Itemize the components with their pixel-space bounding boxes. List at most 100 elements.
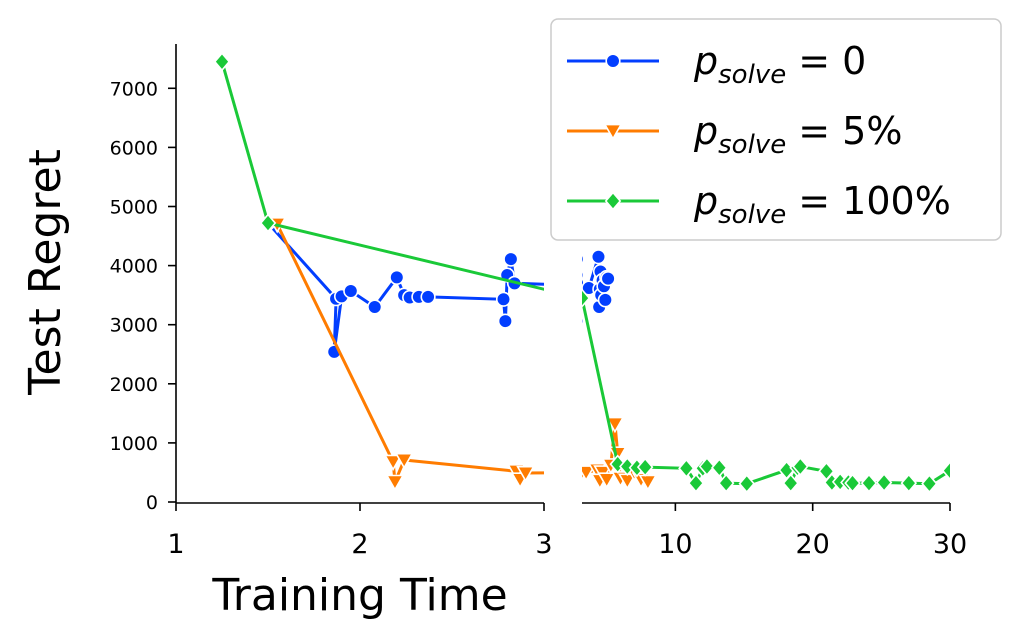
legend-label-rest: = 5%: [786, 109, 902, 153]
y-tick-label: 3000: [110, 315, 158, 337]
x-tick-label: 30: [933, 529, 967, 560]
data-point-diamond: [213, 52, 231, 72]
data-point-diamond: [717, 473, 735, 493]
data-point-circle: [887, 293, 901, 307]
data-point-diamond: [259, 213, 277, 233]
data-point-circle: [868, 279, 882, 293]
y-tick-label: 1000: [110, 433, 158, 455]
data-point-triangle: [603, 123, 623, 141]
legend-label-p: p: [693, 179, 718, 223]
data-point-diamond: [678, 458, 695, 478]
legend-entry: psolve = 100%: [567, 179, 951, 230]
data-point-triangle: [597, 472, 617, 489]
data-point-circle: [832, 288, 846, 302]
y-tick-label: 7000: [110, 78, 158, 100]
legend-label-rest: = 100%: [786, 179, 951, 223]
data-point-circle: [563, 290, 577, 304]
data-point-circle: [557, 345, 571, 359]
legend-label-sub: solve: [718, 200, 786, 230]
legend-label-p: p: [693, 109, 718, 153]
data-point-diamond: [792, 456, 809, 477]
series-line: [275, 223, 544, 483]
data-point-circle: [562, 291, 576, 305]
legend-label: psolve = 0: [693, 39, 866, 90]
data-point-circle: [343, 283, 359, 299]
data-point-circle: [822, 265, 836, 279]
data-point-triangle: [582, 465, 596, 482]
data-point-diamond: [900, 473, 918, 493]
data-point-circle: [597, 292, 613, 308]
data-point-triangle: [383, 454, 403, 472]
y-tick-label: 2000: [110, 374, 158, 396]
data-point-circle: [420, 289, 436, 305]
data-point-circle: [813, 282, 827, 296]
data-point-circle: [560, 300, 574, 314]
legend-entry: psolve = 0: [567, 39, 866, 90]
series-1-panel-right: [560, 416, 658, 492]
x-tick-label: 1: [167, 529, 184, 560]
y-tick-label: 0: [146, 492, 158, 514]
data-point-circle: [582, 294, 584, 305]
x-tick-label: 10: [658, 529, 692, 560]
data-point-triangle: [516, 465, 535, 483]
data-point-circle: [582, 316, 584, 327]
data-point-circle: [582, 277, 585, 290]
data-point-diamond: [582, 288, 591, 308]
data-point-triangle: [560, 476, 576, 490]
data-point-circle: [590, 249, 607, 265]
data-point-diamond: [711, 458, 728, 478]
series-1-panel-left: [267, 217, 1022, 492]
series-2-panel-left: [213, 52, 544, 291]
legend-box: [550, 18, 1002, 241]
axes-layer: 1 2 3 10 20 30 0 1000 2000 3000 4000 5000 6000 7000: [110, 44, 967, 560]
series-0-panel-left: [260, 215, 938, 360]
data-point-circle: [924, 272, 938, 286]
y-tick-label: 5000: [110, 197, 158, 219]
series-line: [582, 423, 649, 487]
data-point-triangle: [959, 459, 975, 473]
data-point-circle: [582, 253, 585, 265]
y-tick-label: 6000: [110, 137, 158, 159]
data-point-diamond: [941, 461, 950, 481]
x-tick-label: 3: [535, 529, 552, 560]
data-point-circle: [795, 250, 809, 264]
data-point-diamond: [604, 191, 622, 211]
data-point-circle: [850, 274, 864, 288]
data-point-triangle: [1014, 418, 1022, 432]
legend-label: psolve = 100%: [693, 179, 951, 230]
data-point-diamond: [636, 457, 654, 477]
data-point-circle: [605, 53, 621, 69]
data-point-circle: [497, 313, 513, 329]
series-0-panel-right: [557, 249, 616, 359]
data-point-circle: [905, 271, 919, 285]
data-point-circle: [582, 269, 585, 281]
data-point-circle: [600, 271, 616, 287]
legend-label-rest: = 0: [786, 39, 866, 83]
data-point-circle: [666, 281, 680, 295]
data-point-diamond: [609, 454, 626, 474]
data-point-circle: [367, 299, 383, 315]
data-point-diamond: [875, 472, 893, 493]
data-point-triangle: [638, 474, 658, 492]
data-point-diamond: [738, 474, 756, 494]
legend-label-sub: solve: [718, 60, 786, 90]
x-axis-title: Training Time: [211, 570, 507, 621]
data-point-triangle: [394, 452, 414, 470]
legend-label-p: p: [693, 39, 718, 83]
data-point-diamond: [687, 473, 705, 493]
data-point-diamond: [844, 473, 861, 493]
data-point-circle: [503, 251, 519, 267]
data-point-circle: [562, 288, 576, 302]
data-point-diamond: [698, 456, 716, 477]
data-point-circle: [495, 291, 512, 307]
series-layer: [213, 52, 1022, 494]
data-point-diamond: [921, 474, 938, 494]
y-tick-label: 4000: [110, 256, 158, 278]
data-point-circle: [804, 300, 818, 314]
data-point-triangle: [561, 454, 577, 468]
data-point-diamond: [860, 473, 878, 493]
data-point-circle: [389, 269, 405, 286]
y-axis-title: Test Regret: [20, 149, 71, 396]
